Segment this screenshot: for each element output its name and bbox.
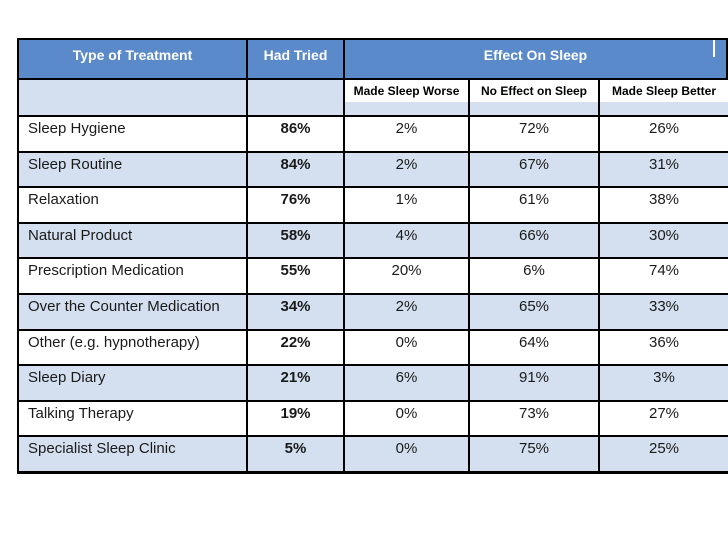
- table-row: Prescription Medication 55% 20% 6% 74%: [19, 257, 728, 293]
- subheader-blank-had-tried: [248, 80, 345, 115]
- had-tried-cell: 58%: [248, 223, 345, 258]
- header-row: Type of Treatment Had Tried Effect On Sl…: [19, 40, 728, 78]
- had-tried-cell: 22%: [248, 330, 345, 365]
- treatment-cell: Sleep Diary: [19, 366, 248, 400]
- better-cell: 33%: [600, 294, 728, 329]
- no-effect-cell: 91%: [470, 366, 600, 400]
- header-border-artifact: [713, 40, 715, 57]
- treatment-cell: Specialist Sleep Clinic: [19, 437, 248, 471]
- table-row: Natural Product 58% 4% 66% 30%: [19, 221, 728, 258]
- worse-cell: 0%: [345, 437, 470, 471]
- better-cell: 25%: [600, 437, 728, 471]
- subheader-row: Made Sleep Worse No Effect on Sleep Made…: [19, 78, 728, 115]
- better-cell: 74%: [648, 262, 680, 280]
- header-had-tried: Had Tried: [248, 40, 345, 78]
- better-cell: 27%: [648, 404, 680, 422]
- treatment-cell: Sleep Hygiene: [19, 117, 248, 151]
- worse-cell: 0%: [345, 401, 470, 436]
- no-effect-cell: 6%: [470, 259, 600, 293]
- table-row: Sleep Routine 84% 2% 67% 31%: [19, 150, 728, 187]
- better-cell: 30%: [600, 223, 728, 258]
- table-row: Other (e.g. hypnotherapy) 22% 0% 64% 36%: [19, 328, 728, 365]
- worse-cell: 2%: [345, 294, 470, 329]
- worse-cell: 0%: [345, 330, 470, 365]
- had-tried-cell: 19%: [248, 401, 345, 436]
- had-tried-cell: 34%: [248, 294, 345, 329]
- had-tried-cell: 76%: [248, 188, 345, 222]
- treatment-cell: Relaxation: [19, 188, 248, 222]
- worse-cell: 20%: [345, 259, 470, 293]
- had-tried-cell: 86%: [248, 117, 345, 151]
- subheader-blank-treatment: [19, 80, 248, 115]
- had-tried-cell: 84%: [248, 152, 345, 187]
- had-tried-cell: 5%: [248, 437, 345, 471]
- no-effect-cell: 64%: [470, 330, 600, 365]
- better-cell: 31%: [600, 152, 728, 187]
- had-tried-cell: 55%: [248, 259, 345, 293]
- no-effect-cell: 65%: [470, 294, 600, 329]
- worse-cell: 2%: [345, 117, 470, 151]
- no-effect-cell: 75%: [470, 437, 600, 471]
- better-cell: 36%: [648, 333, 680, 351]
- table-row: Sleep Hygiene 86% 2% 72% 26%: [19, 115, 728, 151]
- had-tried-cell: 21%: [248, 366, 345, 400]
- treatment-cell: Talking Therapy: [19, 401, 248, 436]
- subheader-no-effect-on-sleep: No Effect on Sleep: [470, 80, 600, 115]
- no-effect-cell: 73%: [470, 401, 600, 436]
- table-row: Specialist Sleep Clinic 5% 0% 75% 25%: [19, 435, 728, 471]
- better-cell: 3%: [600, 366, 728, 400]
- table-row: Over the Counter Medication 34% 2% 65% 3…: [19, 292, 728, 329]
- worse-cell: 6%: [345, 366, 470, 400]
- treatment-cell: Other (e.g. hypnotherapy): [19, 330, 248, 365]
- subheader-made-sleep-worse: Made Sleep Worse: [345, 80, 470, 115]
- worse-cell: 2%: [345, 152, 470, 187]
- worse-cell: 1%: [345, 188, 470, 222]
- table-row: Talking Therapy 19% 0% 73% 27%: [19, 399, 728, 436]
- no-effect-cell: 66%: [470, 223, 600, 258]
- subheader-made-sleep-better: Made Sleep Better: [600, 80, 728, 115]
- better-cell: 38%: [648, 191, 680, 209]
- no-effect-cell: 61%: [470, 188, 600, 222]
- better-cell: 26%: [648, 120, 680, 137]
- no-effect-cell: 72%: [470, 117, 600, 151]
- table-row: Relaxation 76% 1% 61% 38%: [19, 186, 728, 222]
- worse-cell: 4%: [345, 223, 470, 258]
- header-type-of-treatment: Type of Treatment: [19, 40, 248, 78]
- treatment-effect-table: Type of Treatment Had Tried Effect On Sl…: [17, 38, 728, 474]
- treatment-cell: Over the Counter Medication: [19, 294, 248, 329]
- treatment-cell: Natural Product: [19, 223, 248, 258]
- no-effect-cell: 67%: [470, 152, 600, 187]
- header-effect-on-sleep: Effect On Sleep: [345, 40, 728, 78]
- treatment-cell: Prescription Medication: [19, 259, 248, 293]
- treatment-cell: Sleep Routine: [19, 152, 248, 187]
- table-row: Sleep Diary 21% 6% 91% 3%: [19, 364, 728, 400]
